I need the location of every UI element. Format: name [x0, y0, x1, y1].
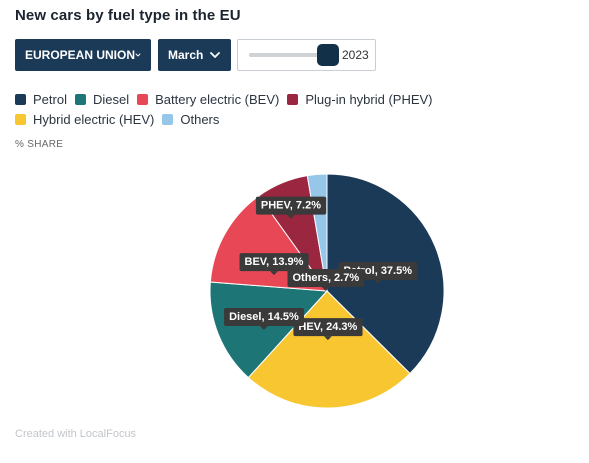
- pie-data-label-text: BEV, 13.9%: [245, 256, 304, 268]
- chevron-down-icon: [135, 53, 141, 57]
- legend-swatch: [287, 93, 299, 105]
- pie-data-label-text: HEV, 24.3%: [298, 321, 357, 333]
- pie-data-label-pointer: [286, 214, 295, 219]
- legend-item[interactable]: Hybrid electric (HEV): [15, 109, 154, 129]
- year-slider-fill: [249, 53, 328, 57]
- legend-swatch: [137, 93, 149, 105]
- pie-data-label-bg: [255, 196, 327, 215]
- pie-data-label: Others, 2.7%: [287, 269, 365, 292]
- pie-data-label-bg: [293, 318, 363, 337]
- credit-link[interactable]: Created with LocalFocus: [15, 428, 137, 440]
- legend-label: Diesel: [92, 91, 130, 107]
- pie-data-label: Diesel, 14.5%: [224, 308, 305, 331]
- pie-data-label-pointer: [269, 271, 278, 276]
- unit-label: % SHARE: [15, 139, 64, 150]
- legend-label: Petrol: [33, 91, 67, 107]
- pie-slice-diesel[interactable]: [209, 281, 329, 379]
- legend-swatch: [162, 113, 174, 125]
- pie-data-label: BEV, 13.9%: [239, 253, 309, 276]
- month-dropdown-label: March: [168, 48, 204, 62]
- legend-item[interactable]: Battery electric (BEV): [137, 89, 279, 109]
- pie-data-label-bg: [224, 308, 305, 327]
- pie-data-label: PHEV, 7.2%: [255, 196, 327, 219]
- legend-item[interactable]: Diesel: [74, 89, 130, 109]
- legend-item[interactable]: Plug-in hybrid (PHEV): [287, 89, 433, 109]
- year-slider-value: 2023: [342, 48, 369, 62]
- legend-item[interactable]: Others: [162, 109, 219, 129]
- pie-data-label-pointer: [259, 326, 268, 331]
- pie-data-label-pointer: [323, 336, 332, 341]
- legend-label: Hybrid electric (HEV): [33, 111, 155, 127]
- pie-data-label: HEV, 24.3%: [293, 318, 363, 341]
- pie-data-label-pointer: [373, 279, 382, 284]
- pie-data-label-bg: [239, 253, 309, 272]
- legend-swatch: [15, 93, 26, 105]
- year-slider-thumb[interactable]: [316, 44, 339, 66]
- year-slider-track[interactable]: [249, 44, 339, 66]
- chevron-down-icon: [210, 52, 220, 58]
- region-dropdown[interactable]: EUROPEAN UNION: [15, 39, 151, 71]
- legend-label: Battery electric (BEV): [155, 91, 280, 107]
- legend-swatch: [15, 113, 26, 125]
- region-dropdown-label: EUROPEAN UNION: [25, 48, 136, 62]
- month-dropdown[interactable]: March: [158, 39, 231, 71]
- pie-data-label-bg: [287, 269, 365, 288]
- pie-data-label-pointer: [321, 287, 330, 292]
- pie-slice-hev[interactable]: [247, 290, 411, 409]
- legend-label: Others: [180, 111, 220, 127]
- legend-label: Plug-in hybrid (PHEV): [305, 91, 433, 107]
- year-slider: 2023: [237, 39, 376, 71]
- chart-title: New cars by fuel type in the EU: [15, 7, 241, 24]
- chart-legend: Petrol Diesel Battery electric (BEV) Plug-i…: [15, 89, 585, 129]
- legend-item[interactable]: Petrol: [15, 89, 67, 109]
- pie-data-label-text: PHEV, 7.2%: [261, 200, 321, 212]
- legend-swatch: [74, 93, 86, 105]
- pie-data-label-text: Others, 2.7%: [292, 272, 359, 284]
- pie-data-label-text: Diesel, 14.5%: [229, 311, 299, 323]
